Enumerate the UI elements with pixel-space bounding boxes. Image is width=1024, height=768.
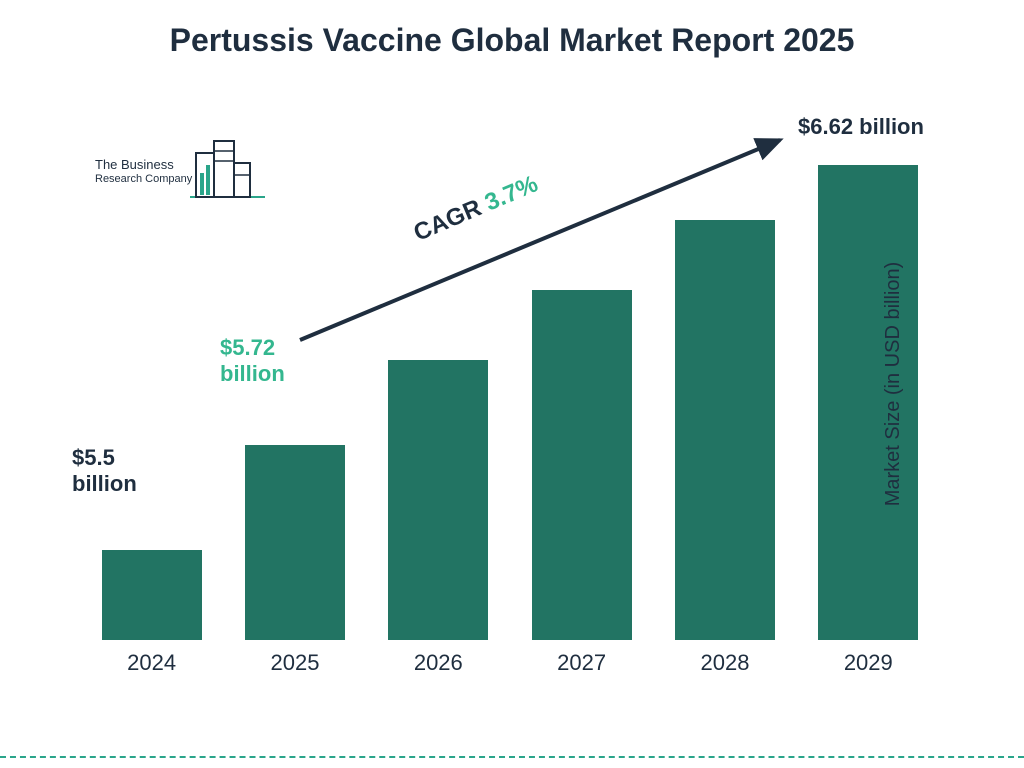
bar (245, 445, 345, 640)
x-axis-label: 2027 (522, 650, 642, 676)
bar-value-label: $6.62 billion (798, 114, 958, 140)
bar (102, 550, 202, 640)
bar-slot: 2029 (808, 165, 928, 640)
x-axis-label: 2026 (378, 650, 498, 676)
cagr-arrow-group: CAGR 3.7% (300, 165, 800, 365)
x-axis-label: 2024 (92, 650, 212, 676)
bar-slot: 2024 (92, 550, 212, 640)
x-axis-label: 2025 (235, 650, 355, 676)
y-axis-label: Market Size (in USD billion) (882, 262, 905, 507)
x-axis-label: 2028 (665, 650, 785, 676)
bar-slot: 2025 (235, 445, 355, 640)
bottom-divider (0, 756, 1024, 758)
x-axis-label: 2029 (808, 650, 928, 676)
bar (388, 360, 488, 640)
trend-arrow (300, 140, 780, 340)
bar-slot: 2026 (378, 360, 498, 640)
bar-value-label: $5.5 billion (72, 445, 182, 498)
chart-title: Pertussis Vaccine Global Market Report 2… (0, 20, 1024, 62)
